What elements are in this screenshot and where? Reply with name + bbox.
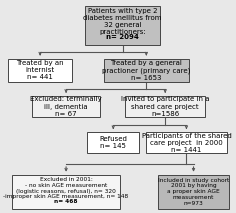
- Text: Excluded: terminally
ill, dementia
n= 67: Excluded: terminally ill, dementia n= 67: [30, 96, 102, 117]
- FancyBboxPatch shape: [158, 175, 229, 209]
- FancyBboxPatch shape: [87, 132, 139, 153]
- Text: Excluded in 2001:
- no skin AGE measurement
(logistic reasons, refusal), n= 320
: Excluded in 2001: - no skin AGE measurem…: [4, 177, 129, 200]
- Text: Participants of the shared
care project  in 2000
n= 1441: Participants of the shared care project …: [142, 133, 231, 153]
- FancyBboxPatch shape: [104, 59, 189, 82]
- Text: n= 2094: n= 2094: [106, 34, 139, 40]
- Text: Refused
n= 145: Refused n= 145: [99, 136, 127, 149]
- Text: Treated by a general
practioner (primary care)
n= 1653: Treated by a general practioner (primary…: [102, 60, 190, 81]
- Text: Invited to participate in a
shared care project
n=1586: Invited to participate in a shared care …: [121, 96, 210, 117]
- Text: n= 468: n= 468: [54, 199, 78, 204]
- Text: Included in study cohort
2001 by having
a proper skin AGE
measurement
n=973: Included in study cohort 2001 by having …: [158, 178, 229, 206]
- FancyBboxPatch shape: [146, 132, 227, 153]
- FancyBboxPatch shape: [12, 175, 120, 209]
- Text: Treated by an
internist
n= 441: Treated by an internist n= 441: [16, 60, 64, 80]
- FancyBboxPatch shape: [85, 6, 160, 45]
- FancyBboxPatch shape: [125, 96, 205, 117]
- FancyBboxPatch shape: [32, 96, 100, 117]
- FancyBboxPatch shape: [8, 59, 72, 82]
- Text: Patients with type 2
diabetes mellitus from
32 general
practitioners:: Patients with type 2 diabetes mellitus f…: [84, 8, 162, 35]
